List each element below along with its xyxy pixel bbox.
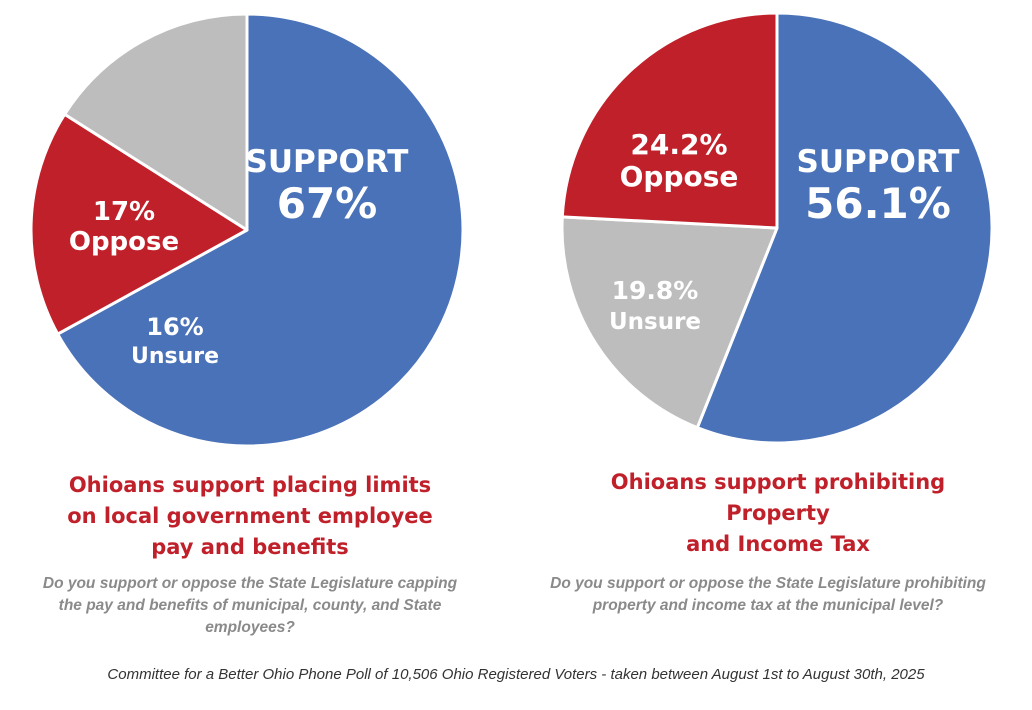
pie-slice-unsure: [63, 12, 249, 232]
chart-2-headline-line: Property: [726, 501, 830, 525]
chart-1-question-line: the pay and benefits of municipal, count…: [58, 597, 442, 614]
chart-2-headline-line: and Income Tax: [686, 532, 870, 556]
chart-1-headline: Ohioans support placing limits on local …: [20, 470, 480, 563]
chart-1-headline-line: pay and benefits: [151, 535, 349, 559]
chart-2-question: Do you support or oppose the State Legis…: [528, 573, 1008, 617]
chart-2-question-line: property and income tax at the municipal…: [592, 597, 944, 614]
slice-label-value-unsure: 16%: [146, 313, 203, 341]
slice-label-name-oppose: Oppose: [620, 160, 739, 193]
chart-2-headline: Ohioans support prohibiting Property and…: [548, 467, 1008, 560]
slice-label-name-support: SUPPORT: [246, 144, 409, 180]
chart-2-headline-line: Ohioans support prohibiting: [610, 470, 946, 494]
pie-slice-unsure: [560, 215, 779, 430]
chart-1-headline-line: Ohioans support placing limits: [68, 473, 432, 497]
pie-slice-support: [695, 11, 994, 445]
poll-source-note: Committee for a Better Ohio Phone Poll o…: [107, 666, 925, 683]
slice-label-name-unsure: Unsure: [609, 309, 701, 335]
pie-slice-oppose: [560, 11, 779, 230]
slice-label-name-oppose: Oppose: [69, 227, 179, 257]
pie-slice-support: [56, 12, 465, 448]
slice-label-value-support: 67%: [277, 179, 378, 228]
chart-1-question-line: employees?: [205, 619, 295, 636]
chart-2-question-line: Do you support or oppose the State Legis…: [550, 575, 986, 592]
slice-label-value-support: 56.1%: [805, 179, 951, 228]
pie-slice-oppose: [29, 112, 249, 336]
chart-1-question-line: Do you support or oppose the State Legis…: [42, 575, 458, 592]
slice-label-value-oppose: 17%: [93, 197, 155, 227]
slice-label-name-unsure: Unsure: [131, 344, 219, 369]
chart-1-headline-line: on local government employee: [67, 504, 433, 528]
slice-label-name-support: SUPPORT: [797, 144, 960, 180]
chart-1-question: Do you support or oppose the State Legis…: [15, 573, 485, 639]
slice-label-value-unsure: 19.8%: [612, 276, 699, 305]
slice-label-value-oppose: 24.2%: [630, 128, 727, 161]
